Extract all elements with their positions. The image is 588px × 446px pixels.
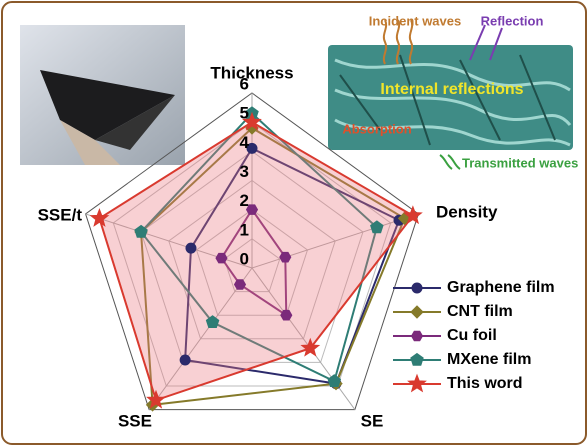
marker — [410, 330, 424, 342]
tick-label: 0 — [240, 249, 249, 268]
marker — [246, 142, 258, 154]
marker — [327, 374, 342, 388]
series-line — [184, 147, 401, 385]
marker — [134, 224, 148, 238]
axis-label: Thickness — [210, 63, 293, 82]
axis-label: SSE — [118, 411, 152, 430]
marker — [410, 352, 424, 366]
legend-item: Cu foil — [393, 327, 497, 344]
tick-label: 5 — [240, 104, 249, 123]
marker — [279, 251, 292, 263]
marker — [179, 354, 191, 366]
marker — [146, 389, 166, 409]
tick-label: 3 — [240, 162, 249, 181]
tick-label: 1 — [240, 220, 249, 239]
grid — [84, 92, 420, 411]
marker — [233, 279, 247, 290]
grid-line — [168, 179, 336, 340]
legend-item: Graphene film — [393, 279, 555, 296]
legend-label: This word — [447, 375, 523, 392]
marker — [242, 111, 262, 131]
tick-label: 4 — [240, 133, 250, 152]
tick-label: 6 — [240, 74, 249, 93]
annotation: Incident waves — [369, 13, 461, 28]
grid-line — [112, 121, 392, 387]
series-line — [220, 207, 288, 318]
marker — [402, 205, 423, 225]
marker — [370, 220, 384, 234]
axis-label: SE — [361, 411, 384, 430]
marker — [411, 282, 423, 294]
legend-item: MXene film — [393, 351, 531, 368]
annotation: Absorption — [342, 121, 411, 136]
axis-line — [148, 267, 253, 410]
marker — [280, 309, 293, 321]
tick-label: 2 — [240, 191, 249, 210]
schematic — [328, 19, 573, 170]
photo — [20, 25, 185, 165]
annotation: Internal reflections — [380, 81, 523, 98]
marker — [205, 315, 220, 329]
grid-line — [140, 150, 364, 363]
marker — [407, 373, 427, 393]
legend-label: CNT film — [447, 303, 513, 320]
grid-line — [195, 209, 309, 316]
legend-item: CNT film — [393, 303, 513, 320]
axis-label: SSE/t — [38, 205, 83, 224]
marker — [185, 242, 197, 254]
marker — [300, 337, 321, 357]
legend-label: Graphene film — [447, 279, 555, 296]
marker — [410, 305, 424, 319]
series-line — [98, 120, 415, 402]
marker — [245, 204, 259, 215]
marker — [89, 208, 110, 227]
legend-label: MXene film — [447, 351, 531, 368]
series-line — [140, 126, 406, 406]
annotation: Reflection — [481, 13, 544, 28]
axis-line — [251, 213, 419, 269]
annotation: Transmitted waves — [462, 155, 578, 170]
grid-line — [84, 92, 420, 411]
axis-label: Density — [436, 202, 498, 221]
marker — [215, 252, 228, 264]
legend-label: Cu foil — [447, 327, 497, 344]
legend-item: This word — [393, 373, 523, 393]
series-line — [139, 112, 378, 383]
